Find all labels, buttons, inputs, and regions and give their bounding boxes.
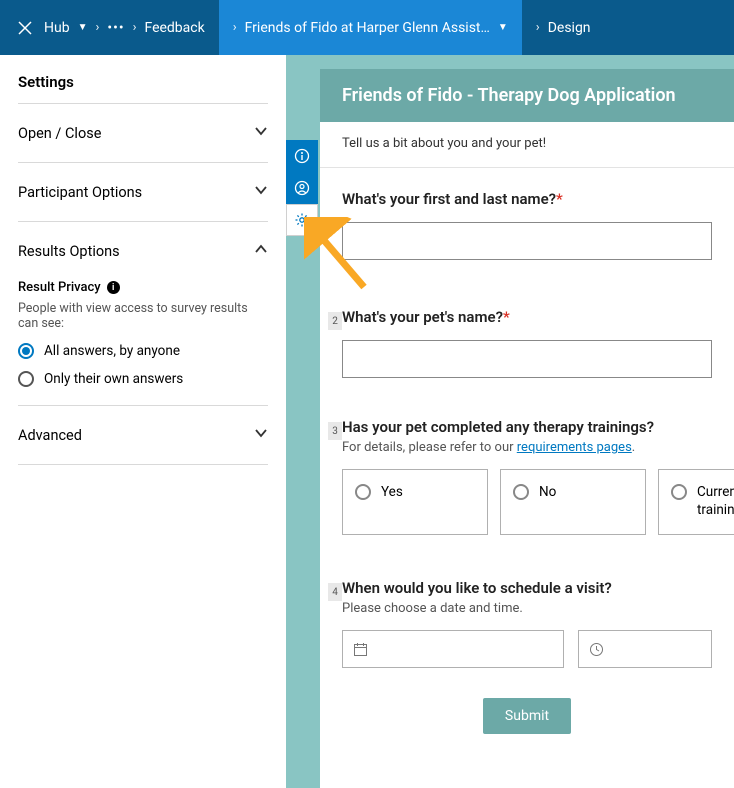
chevron-down-icon [254,183,268,201]
option-label: Currently training [697,484,734,519]
question-3: 3 Has your pet completed any therapy tra… [342,418,712,535]
clock-icon [589,642,604,657]
question-label: When would you like to schedule a visit? [342,579,712,597]
section-results-options[interactable]: Results Options [18,222,268,280]
user-tool-icon[interactable] [286,172,318,204]
results-options-content: Result Privacy i People with view access… [18,280,268,405]
question-help: For details, please refer to our require… [342,440,712,455]
form-preview: Friends of Fido - Therapy Dog Applicatio… [286,55,734,788]
question-label: Has your pet completed any therapy train… [342,418,712,436]
breadcrumb-design-seg[interactable]: › Design [522,0,605,55]
section-label: Results Options [18,243,120,260]
name-input[interactable] [342,222,712,260]
option-label: No [539,484,556,500]
breadcrumb-item: Friends of Fido at Harper Glenn Assist… [245,20,490,36]
submit-button[interactable]: Submit [483,698,571,734]
breadcrumb-design: Design [548,20,591,36]
question-number: 4 [328,583,342,601]
info-tool-icon[interactable] [286,140,318,172]
form-title: Friends of Fido - Therapy Dog Applicatio… [320,69,734,122]
calendar-icon [353,642,368,657]
pet-name-input[interactable] [342,340,712,378]
question-number: 3 [328,422,342,440]
form-intro: Tell us a bit about you and your pet! [342,136,712,167]
privacy-heading-text: Result Privacy [18,280,101,295]
question-1: What's your first and last name?* [342,190,712,260]
gear-tool-icon[interactable] [286,204,318,236]
radio-label: Only their own answers [44,371,183,387]
section-label: Advanced [18,427,82,444]
option-label: Yes [381,484,403,500]
section-open-close[interactable]: Open / Close [18,104,268,162]
preview-side-tools [286,140,318,236]
chevron-right-icon: › [233,20,237,35]
chevron-down-icon [254,124,268,142]
breadcrumb-hub[interactable]: Hub [44,20,70,36]
section-advanced[interactable]: Advanced [18,406,268,464]
info-icon[interactable]: i [107,281,120,294]
chevron-up-icon [254,242,268,260]
requirements-link[interactable]: requirements pages [517,440,632,455]
question-help: Please choose a date and time. [342,601,712,616]
privacy-hint: People with view access to survey result… [18,301,268,331]
section-label: Participant Options [18,184,142,201]
result-privacy-heading: Result Privacy i [18,280,268,295]
breadcrumb-root-seg: Hub ▼ › ••• › Feedback [0,0,219,55]
chevron-right-icon: › [95,20,99,35]
time-input[interactable] [578,630,712,668]
radio-icon [671,484,687,500]
breadcrumb-ellipsis[interactable]: ••• [107,20,124,36]
privacy-option-own[interactable]: Only their own answers [18,371,268,387]
chevron-right-icon: › [133,20,137,35]
question-2: 2 What's your pet's name?* [342,308,712,378]
breadcrumb-feedback[interactable]: Feedback [144,20,204,36]
close-icon[interactable] [14,17,36,39]
question-4: 4 When would you like to schedule a visi… [342,579,712,668]
settings-title: Settings [18,55,268,103]
breadcrumb-item-seg[interactable]: › Friends of Fido at Harper Glenn Assist… [219,0,522,55]
chevron-down-icon [254,426,268,444]
section-participant-options[interactable]: Participant Options [18,163,268,221]
question-label: What's your first and last name?* [342,190,712,208]
question-label: What's your pet's name?* [342,308,712,326]
option-yes[interactable]: Yes [342,469,488,535]
radio-icon [513,484,529,500]
chevron-right-icon: › [536,20,540,35]
radio-icon [355,484,371,500]
radio-icon [18,371,34,387]
radio-icon [18,343,34,359]
radio-label: All answers, by anyone [44,343,180,359]
section-label: Open / Close [18,125,101,142]
privacy-option-all[interactable]: All answers, by anyone [18,343,268,359]
option-currently[interactable]: Currently training [658,469,734,535]
caret-down-icon[interactable]: ▼ [498,22,508,33]
question-number: 2 [328,312,342,330]
settings-panel: Settings Open / Close Participant Option… [0,55,286,788]
breadcrumb-bar: Hub ▼ › ••• › Feedback › Friends of Fido… [0,0,734,55]
form-card: Friends of Fido - Therapy Dog Applicatio… [320,69,734,788]
option-no[interactable]: No [500,469,646,535]
caret-down-icon[interactable]: ▼ [78,22,88,33]
date-input[interactable] [342,630,564,668]
